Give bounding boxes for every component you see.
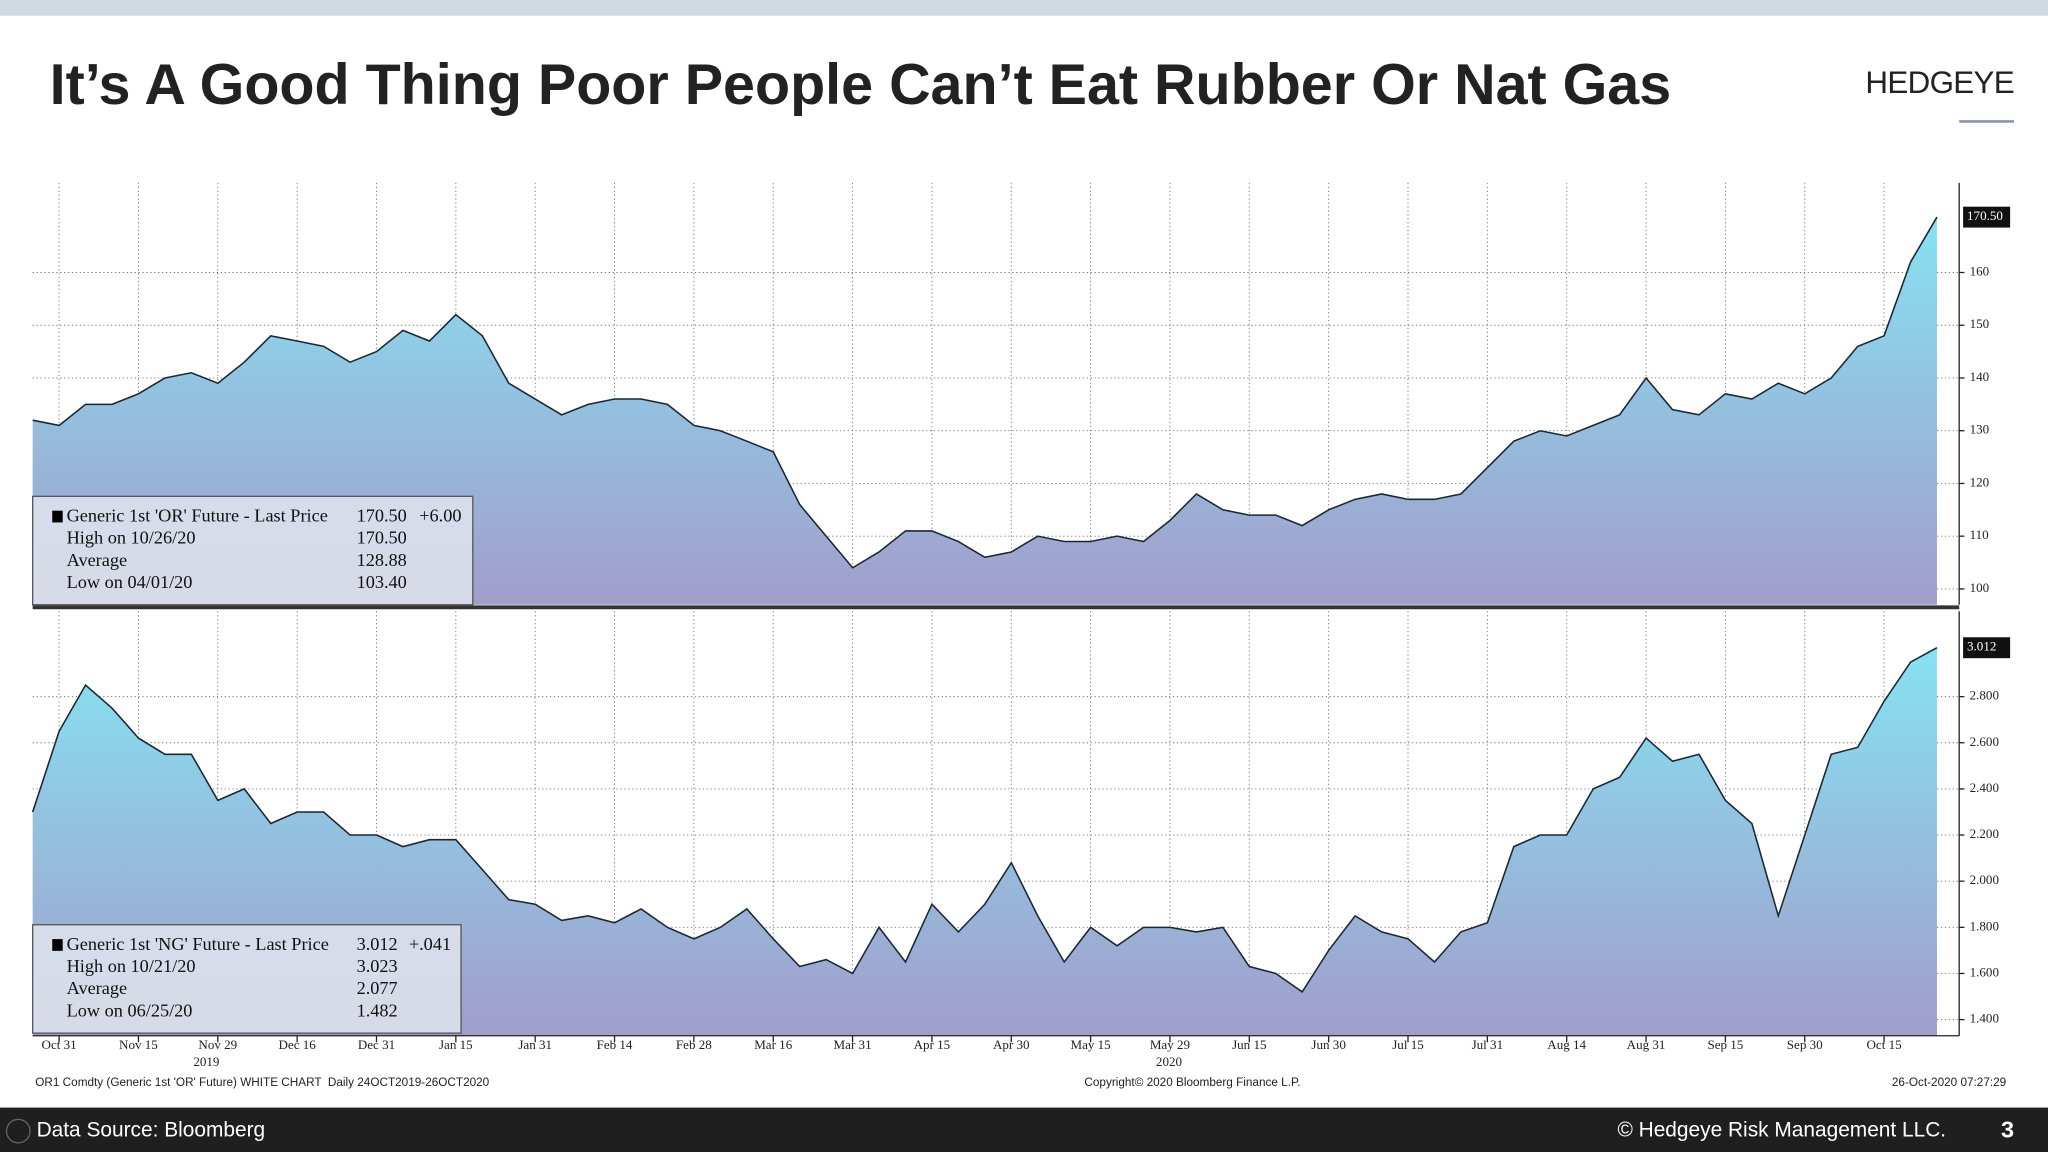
x-tick-label: Jun 15 bbox=[1232, 1037, 1267, 1052]
legend-change: +6.00 bbox=[419, 505, 461, 525]
legend-change: +.041 bbox=[409, 934, 451, 954]
x-tick-label: Jun 30 bbox=[1311, 1037, 1346, 1052]
price-line bbox=[32, 216, 1938, 569]
y-tick-label: 1.800 bbox=[1970, 918, 2000, 933]
x-tick-label: Jul 31 bbox=[1472, 1037, 1504, 1052]
year-label: 2019 bbox=[193, 1054, 219, 1069]
x-tick-label: Mar 16 bbox=[754, 1037, 793, 1052]
chart-note: 26-Oct-2020 07:27:29 bbox=[1892, 1076, 2006, 1089]
y-tick-label: 2.200 bbox=[1970, 826, 2000, 841]
legend-last: 3.012 bbox=[357, 934, 398, 954]
x-tick-label: Jan 31 bbox=[518, 1037, 552, 1052]
footer-source: Data Source: Bloomberg bbox=[37, 1119, 266, 1142]
legend-row-value: 2.077 bbox=[357, 978, 398, 998]
y-tick-label: 1.600 bbox=[1970, 964, 2000, 979]
legend-row-label: Average bbox=[67, 978, 128, 998]
chart-note: Copyright© 2020 Bloomberg Finance L.P. bbox=[1084, 1076, 1300, 1089]
x-tick-label: Feb 28 bbox=[676, 1037, 712, 1052]
legend-row-label: High on 10/21/20 bbox=[67, 956, 196, 976]
legend-row-label: Low on 06/25/20 bbox=[67, 1000, 193, 1020]
legend-box bbox=[32, 924, 462, 1034]
last-price-tag bbox=[1963, 206, 2011, 228]
title: It’s A Good Thing Poor People Can’t Eat … bbox=[50, 53, 1672, 117]
y-tick-label: 140 bbox=[1970, 369, 1990, 384]
legend-row-value: 170.50 bbox=[357, 528, 407, 548]
x-tick-label: May 15 bbox=[1070, 1037, 1111, 1052]
last-price-tag bbox=[1963, 637, 2011, 659]
y-tick-label: 2.600 bbox=[1970, 734, 2000, 749]
x-tick-label: Apr 30 bbox=[993, 1037, 1030, 1052]
legend-row-label: Average bbox=[67, 550, 128, 570]
x-tick-label: May 29 bbox=[1150, 1037, 1190, 1052]
y-tick-label: 130 bbox=[1970, 422, 1990, 437]
legend-name: Generic 1st 'OR' Future - Last Price bbox=[67, 505, 328, 525]
top-bar bbox=[0, 0, 2048, 16]
y-tick-label: 160 bbox=[1970, 264, 1990, 279]
y-tick-label: 1.400 bbox=[1970, 1011, 2000, 1026]
x-tick-label: Nov 15 bbox=[119, 1037, 158, 1052]
footer-copyright: © Hedgeye Risk Management LLC. bbox=[1617, 1119, 1946, 1142]
y-tick-label: 110 bbox=[1970, 527, 1990, 542]
plots: 100 110 120 130 140 150 160 170.50 Generic 1st '… bbox=[31, 182, 2011, 1052]
y-tick-label: 2.800 bbox=[1970, 688, 2000, 703]
x-tick-label: Dec 31 bbox=[358, 1037, 395, 1052]
legend-row-value: 103.40 bbox=[357, 572, 407, 592]
legend-last: 170.50 bbox=[357, 505, 407, 525]
y-tick-label: 2.400 bbox=[1970, 780, 2000, 795]
x-tick-label: Feb 14 bbox=[597, 1037, 633, 1052]
x-tick-label: Jul 15 bbox=[1392, 1037, 1424, 1052]
footer-bar bbox=[0, 1107, 2048, 1152]
page-number: 3 bbox=[2001, 1116, 2014, 1142]
legend-row-label: High on 10/26/20 bbox=[67, 528, 196, 548]
x-tick-label: Apr 15 bbox=[914, 1037, 951, 1052]
x-tick-label: Aug 31 bbox=[1627, 1037, 1666, 1052]
legend-row-value: 1.482 bbox=[357, 1000, 398, 1020]
x-tick-label: Mar 31 bbox=[834, 1037, 872, 1052]
chart-note: OR1 Comdty (Generic 1st 'OR' Future) WHI… bbox=[35, 1076, 489, 1089]
year-label: 2020 bbox=[1156, 1054, 1183, 1069]
last-price-label: 3.012 bbox=[1967, 639, 1996, 654]
nav-button[interactable] bbox=[5, 1118, 31, 1144]
legend-swatch bbox=[52, 510, 63, 523]
legend-row-value: 128.88 bbox=[357, 550, 407, 570]
legend-row-label: Low on 04/01/20 bbox=[67, 572, 193, 592]
x-tick-label: Dec 16 bbox=[278, 1037, 316, 1052]
last-price-label: 170.50 bbox=[1967, 208, 2003, 223]
x-tick-label: Aug 14 bbox=[1547, 1037, 1586, 1052]
x-tick-label: Nov 29 bbox=[198, 1037, 237, 1052]
brand: HEDGEYE bbox=[1865, 65, 2014, 100]
y-tick-label: 100 bbox=[1970, 580, 1990, 595]
legend-name: Generic 1st 'NG' Future - Last Price bbox=[67, 934, 329, 954]
legend-row-value: 3.023 bbox=[357, 956, 398, 976]
x-tick-label: Sep 30 bbox=[1787, 1037, 1823, 1052]
x-tick-label: Oct 15 bbox=[1867, 1037, 1903, 1052]
y-tick-label: 150 bbox=[1970, 316, 1990, 331]
legend-swatch bbox=[52, 939, 63, 951]
x-tick-label: Oct 31 bbox=[42, 1037, 77, 1052]
price-line bbox=[31, 647, 1938, 993]
area-fill bbox=[32, 217, 1937, 605]
x-tick-label: Sep 15 bbox=[1707, 1037, 1743, 1052]
legend-box bbox=[32, 495, 474, 606]
area-fill bbox=[32, 647, 1937, 1036]
x-tick-label: Jan 15 bbox=[439, 1037, 473, 1052]
y-tick-label: 2.000 bbox=[1970, 872, 2000, 887]
y-tick-label: 120 bbox=[1970, 474, 1990, 489]
